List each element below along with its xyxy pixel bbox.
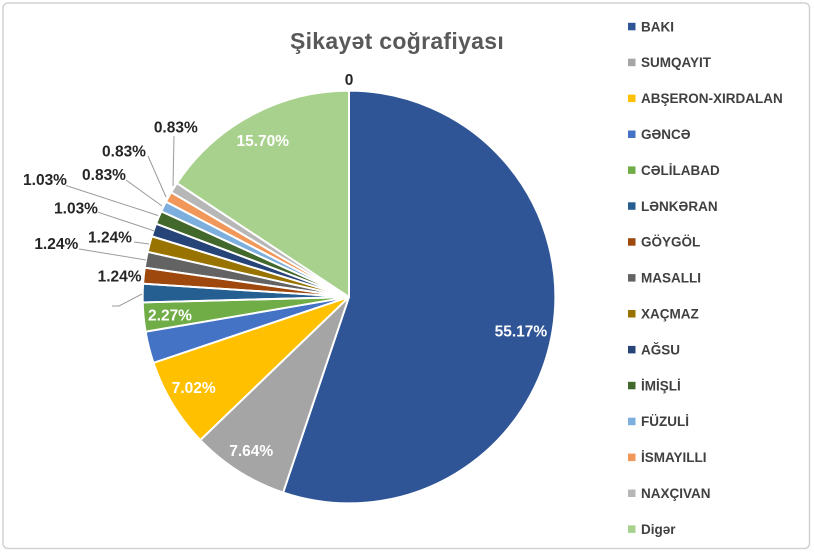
svg-text:1.24%: 1.24% bbox=[88, 230, 132, 247]
svg-text:İSMAYILLI: İSMAYILLI bbox=[641, 450, 707, 465]
svg-text:1.03%: 1.03% bbox=[54, 201, 98, 218]
svg-text:0.83%: 0.83% bbox=[154, 120, 198, 137]
svg-text:1.03%: 1.03% bbox=[23, 172, 67, 189]
svg-text:GƏNCƏ: GƏNCƏ bbox=[641, 127, 691, 142]
svg-text:GÖYGÖL: GÖYGÖL bbox=[641, 235, 700, 250]
svg-text:XAÇMAZ: XAÇMAZ bbox=[641, 307, 699, 322]
svg-text:0.83%: 0.83% bbox=[102, 143, 146, 160]
svg-text:AĞSU: AĞSU bbox=[641, 342, 680, 357]
svg-text:7.64%: 7.64% bbox=[229, 443, 273, 460]
svg-text:2.27%: 2.27% bbox=[148, 308, 192, 325]
svg-text:0: 0 bbox=[345, 72, 354, 89]
svg-text:1.24%: 1.24% bbox=[98, 268, 142, 285]
svg-text:15.70%: 15.70% bbox=[237, 133, 290, 150]
svg-text:Digər: Digər bbox=[641, 522, 676, 537]
svg-text:İMİŞLİ: İMİŞLİ bbox=[641, 378, 681, 393]
svg-text:SUMQAYIT: SUMQAYIT bbox=[641, 55, 712, 70]
svg-text:0.83%: 0.83% bbox=[82, 167, 126, 184]
svg-text:MASALLI: MASALLI bbox=[641, 271, 701, 286]
svg-text:1.24%: 1.24% bbox=[34, 236, 78, 253]
svg-text:BAKI: BAKI bbox=[641, 19, 674, 34]
svg-text:CƏLİLABAD: CƏLİLABAD bbox=[641, 163, 720, 178]
svg-text:7.02%: 7.02% bbox=[172, 380, 216, 397]
svg-text:LƏNKƏRAN: LƏNKƏRAN bbox=[641, 199, 718, 214]
svg-text:55.17%: 55.17% bbox=[495, 324, 548, 341]
svg-text:NAXÇIVAN: NAXÇIVAN bbox=[641, 486, 711, 501]
svg-text:Şikayət coğrafiyası: Şikayət coğrafiyası bbox=[290, 28, 504, 54]
svg-text:FÜZULİ: FÜZULİ bbox=[641, 414, 689, 429]
svg-text:ABŞERON-XIRDALAN: ABŞERON-XIRDALAN bbox=[641, 91, 783, 106]
